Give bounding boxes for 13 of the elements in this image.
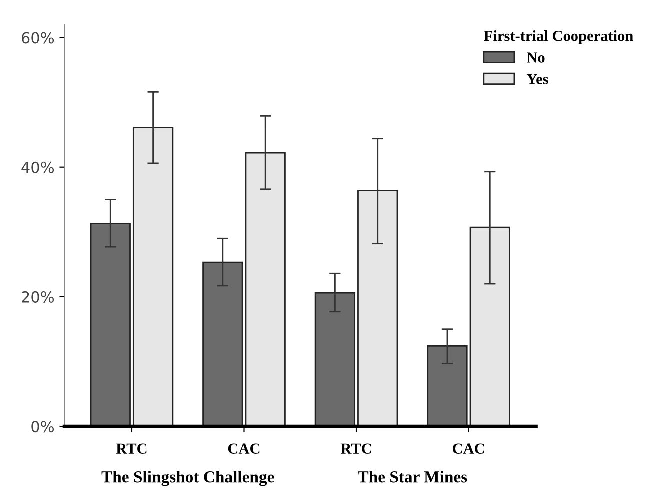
- x-tick-label: RTC: [340, 444, 372, 454]
- legend-label: Yes: [526, 74, 548, 84]
- x-tick-label: CAC: [228, 444, 260, 454]
- legend-title: First-trial Cooperation: [484, 30, 634, 44]
- x-tick-label: RTC: [116, 444, 147, 454]
- legend-label: No: [526, 52, 545, 63]
- text: The Star Mines: [358, 471, 468, 483]
- y-tick-label: 60%: [22, 32, 54, 44]
- y-tick-label: 0%: [32, 421, 54, 433]
- x-tick-label: CAC: [453, 444, 484, 454]
- text: The Slingshot Challenge: [102, 471, 274, 486]
- y-tick-label: 40%: [22, 162, 54, 174]
- y-tick-label: 20%: [22, 291, 54, 303]
